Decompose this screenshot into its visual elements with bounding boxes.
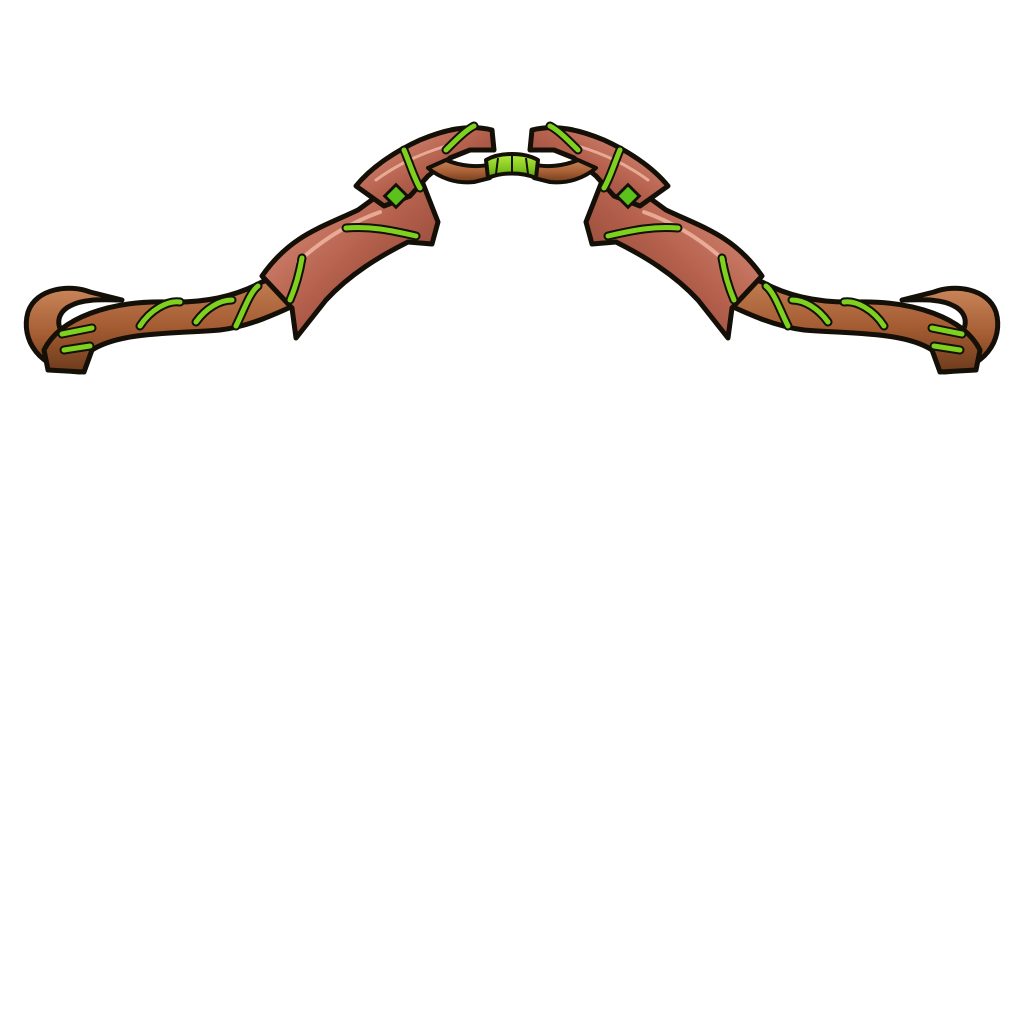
right-limb — [530, 126, 998, 372]
left-limb — [26, 126, 494, 372]
grip — [484, 152, 540, 180]
